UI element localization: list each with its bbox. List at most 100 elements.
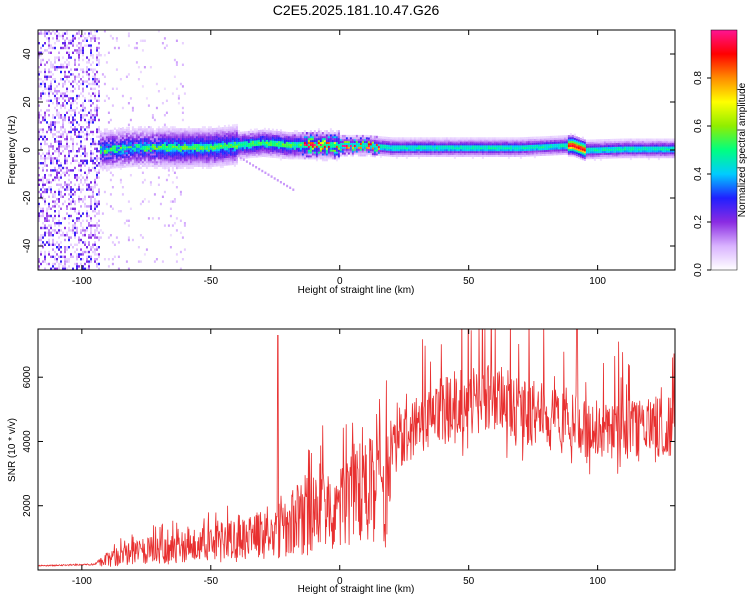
spectrogram-cell [501,143,504,146]
spectrogram-cell [197,133,200,137]
spectrogram-cell [513,143,516,146]
spectrogram-cell [78,133,80,136]
spectrogram-cell [207,162,210,166]
spectrogram-cell [38,116,40,119]
spectrogram-cell [113,144,116,148]
spectrogram-cell [471,154,474,157]
spectrogram-cell [369,154,372,157]
spectrogram-cell [383,138,386,141]
spectrogram-cell [227,136,230,139]
spectrogram-cell [62,78,64,81]
spectrogram-cell [54,121,56,124]
spectrogram-cell [379,138,382,141]
spectrogram-cell [421,148,424,152]
spectrogram-cell [405,141,408,144]
spectrogram-cell [52,152,54,155]
spectrogram-cell [175,61,178,64]
spectrogram-cell [62,171,64,174]
spectrogram-cell [92,78,94,81]
spectrogram-cell [389,154,392,157]
spectrogram-cell [435,152,438,155]
spectrogram-cell [191,139,194,143]
spectrogram-cell [86,66,88,69]
spectrogram-cell [105,132,108,135]
spectrogram-cell [233,145,236,148]
spectrogram-cell [237,149,240,152]
spectrogram-cell [127,161,130,164]
spectrogram-cell [205,145,208,148]
spectrogram-cell [397,143,400,146]
spectrogram-cell [217,164,220,167]
spectrogram-cell [68,183,70,186]
spectrogram-cell [497,154,500,157]
spectrogram-cell [137,126,140,129]
spectrogram-cell [161,137,164,141]
spectrogram-cell [253,149,256,152]
spectrogram-cell [48,123,50,126]
spectrogram-cell [38,217,40,220]
spectrogram-cell [127,163,130,166]
spectrogram-cell [543,153,546,156]
spectrogram-cell [219,133,222,136]
spectrogram-cell [74,231,76,234]
spectrogram-cell [503,143,506,146]
spectrogram-cell [191,149,194,152]
spectrogram-cell [473,141,476,144]
spectrogram-cell [88,133,90,136]
spectrogram-cell [343,146,346,149]
spectrogram-cell [64,183,66,186]
spectrogram-cell [84,181,86,184]
spectrogram-cell [295,132,298,135]
spectrogram-cell [545,151,548,154]
spectrogram-cell [523,152,526,155]
spectrogram-cell [301,153,304,156]
spectrogram-cell [76,51,78,54]
spectrogram-cell [189,151,192,154]
spectrogram-cell [74,250,76,254]
spectrogram-cell [485,141,488,144]
spectrogram-cell [117,150,120,153]
spectrogram-cell [66,246,68,249]
spectrogram-cell [117,255,120,258]
spectrogram-cell [493,139,496,142]
spectrogram-cell [189,132,192,135]
spectrogram-cell [155,143,158,146]
spectrogram-cell [305,151,308,154]
spectrogram-cell [167,128,170,131]
spectrogram-cell [317,149,320,152]
spectrogram-cell [439,139,442,142]
spectrogram-cell [269,132,272,135]
spectrogram-cell [121,148,124,151]
spectrogram-cell [543,151,546,154]
spectrogram-cell [155,139,158,143]
spectrogram-cell [439,146,442,150]
spectrogram-cell [143,149,146,152]
spectrogram-cell [44,32,46,35]
spectrogram-cell [78,75,80,78]
spectrogram-cell [439,137,442,140]
spectrogram-cell [177,158,180,162]
spectrogram-cell [293,130,296,133]
spectrogram-cell [92,114,94,117]
spectrogram-cell [351,138,354,142]
spectrogram-cell [88,78,90,81]
spectrogram-cell [68,54,70,57]
spectrogram-cell [231,143,234,146]
spectrogram-cell [50,80,52,83]
spectrogram-cell [66,212,68,215]
spectrogram-cell [459,143,462,146]
spectrogram-cell [525,137,528,140]
spectrogram-cell [145,133,148,137]
spectrogram-cell [111,135,114,138]
spectrogram-cell [305,157,308,160]
spectrogram-cell [255,147,258,150]
spectrogram-cell [453,152,456,155]
spectrogram-cell [54,157,56,160]
spectrogram-cell [455,146,458,150]
spectrogram-cell [96,104,98,107]
spectrogram-cell [561,143,564,146]
spectrogram-cell [42,260,44,263]
spectrogram-cell [84,109,86,112]
spectrogram-cell [72,80,74,83]
spectrogram-cell [38,104,40,107]
